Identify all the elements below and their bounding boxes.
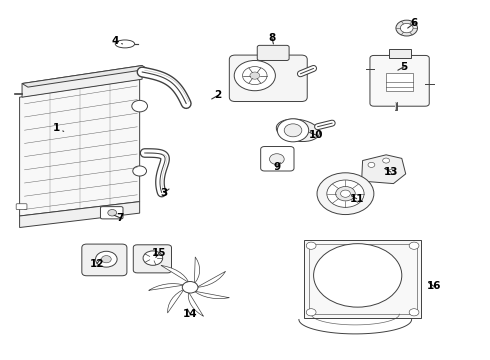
Polygon shape [20, 79, 140, 216]
Circle shape [182, 282, 198, 293]
Text: 2: 2 [212, 90, 221, 100]
Circle shape [284, 124, 302, 137]
Circle shape [250, 72, 260, 79]
Text: 12: 12 [90, 258, 104, 269]
Circle shape [368, 162, 375, 167]
Bar [309, 244, 416, 314]
Ellipse shape [115, 40, 135, 48]
Polygon shape [198, 271, 225, 287]
FancyBboxPatch shape [229, 55, 307, 102]
Circle shape [133, 166, 147, 176]
FancyBboxPatch shape [261, 147, 294, 171]
Bar [389, 49, 411, 58]
Circle shape [396, 20, 417, 36]
Ellipse shape [314, 244, 402, 307]
Circle shape [234, 60, 275, 91]
FancyBboxPatch shape [133, 245, 171, 273]
FancyBboxPatch shape [257, 45, 289, 60]
Circle shape [277, 119, 309, 142]
Text: 1: 1 [53, 123, 64, 133]
Circle shape [388, 170, 394, 175]
Polygon shape [188, 293, 203, 316]
Bar [386, 73, 413, 91]
FancyBboxPatch shape [370, 55, 429, 106]
FancyBboxPatch shape [16, 204, 27, 210]
Circle shape [400, 23, 413, 33]
Text: 3: 3 [161, 188, 169, 198]
Circle shape [409, 309, 419, 316]
Bar [304, 240, 421, 318]
Circle shape [108, 210, 117, 216]
Text: 6: 6 [408, 18, 417, 28]
Polygon shape [362, 155, 406, 184]
Circle shape [101, 256, 111, 263]
Circle shape [143, 251, 163, 265]
Polygon shape [161, 265, 188, 282]
Text: 5: 5 [398, 62, 408, 72]
Polygon shape [22, 66, 142, 97]
Text: 10: 10 [309, 130, 323, 140]
Polygon shape [195, 291, 229, 299]
Circle shape [317, 173, 374, 215]
Polygon shape [22, 66, 148, 87]
Text: 7: 7 [114, 213, 124, 223]
Text: 11: 11 [349, 194, 364, 204]
Circle shape [96, 251, 117, 267]
Ellipse shape [276, 119, 319, 141]
Polygon shape [168, 290, 183, 313]
Circle shape [270, 154, 284, 165]
Text: 14: 14 [183, 309, 197, 319]
FancyBboxPatch shape [100, 207, 123, 219]
Circle shape [409, 242, 419, 249]
Circle shape [306, 242, 316, 249]
Polygon shape [148, 284, 183, 291]
Polygon shape [195, 257, 199, 283]
Circle shape [327, 180, 364, 207]
Text: 8: 8 [269, 33, 275, 44]
Circle shape [336, 186, 355, 201]
Text: 16: 16 [426, 281, 441, 291]
Circle shape [132, 100, 147, 112]
Text: 9: 9 [273, 162, 280, 172]
Circle shape [306, 309, 316, 316]
Circle shape [243, 67, 267, 85]
FancyBboxPatch shape [82, 244, 127, 276]
Circle shape [341, 190, 350, 197]
Polygon shape [20, 202, 140, 228]
Circle shape [383, 158, 390, 163]
Text: 13: 13 [384, 167, 398, 177]
Text: 15: 15 [152, 248, 167, 258]
Text: 4: 4 [111, 36, 122, 46]
